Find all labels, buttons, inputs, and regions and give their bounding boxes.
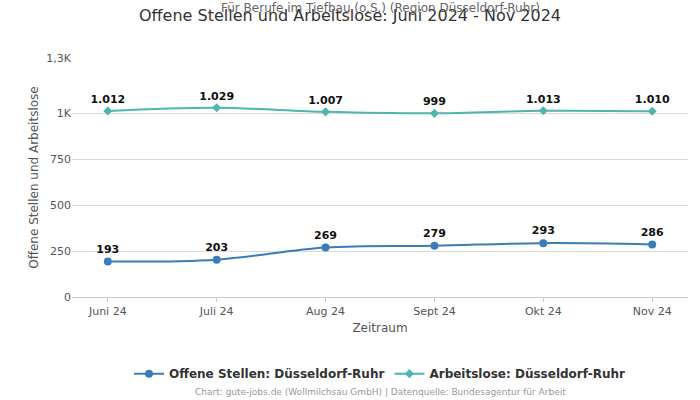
svg-text:1.010: 1.010 xyxy=(635,93,670,106)
svg-text:500: 500 xyxy=(50,199,71,212)
svg-text:Juni 24: Juni 24 xyxy=(88,305,127,318)
svg-text:Offene Stellen und Arbeitslose: Offene Stellen und Arbeitslose: Juni 202… xyxy=(139,6,561,25)
svg-text:293: 293 xyxy=(532,224,555,237)
svg-text:Arbeitslose: Düsseldorf-Ruhr: Arbeitslose: Düsseldorf-Ruhr xyxy=(429,367,625,381)
svg-text:203: 203 xyxy=(205,241,228,254)
svg-text:193: 193 xyxy=(96,243,119,256)
svg-text:Nov 24: Nov 24 xyxy=(633,305,672,318)
svg-text:1K: 1K xyxy=(57,107,72,120)
svg-text:Sept 24: Sept 24 xyxy=(413,305,456,318)
svg-text:Zeitraum: Zeitraum xyxy=(352,321,407,335)
svg-text:279: 279 xyxy=(423,227,446,240)
svg-text:Offene Stellen und Arbeitslose: Offene Stellen und Arbeitslose xyxy=(27,86,41,268)
svg-text:Juli 24: Juli 24 xyxy=(199,305,234,318)
svg-text:Für Berufe im Tiefbau (o.S.) (: Für Berufe im Tiefbau (o.S.) (Region Düs… xyxy=(221,1,540,15)
svg-text:Okt 24: Okt 24 xyxy=(525,305,562,318)
svg-text:269: 269 xyxy=(314,229,337,242)
svg-text:1.012: 1.012 xyxy=(90,93,125,106)
svg-text:Aug 24: Aug 24 xyxy=(306,305,345,318)
svg-text:999: 999 xyxy=(423,95,446,108)
svg-text:250: 250 xyxy=(50,245,71,258)
svg-text:1,3K: 1,3K xyxy=(46,52,71,65)
svg-text:Offene Stellen: Düsseldorf-Ruh: Offene Stellen: Düsseldorf-Ruhr xyxy=(169,367,384,381)
svg-text:750: 750 xyxy=(50,153,71,166)
svg-text:1.007: 1.007 xyxy=(308,94,343,107)
svg-text:1.013: 1.013 xyxy=(526,93,561,106)
svg-text:Chart: gute-jobs.de (Wollmilch: Chart: gute-jobs.de (Wollmilchsau GmbH) … xyxy=(195,387,566,397)
svg-text:0: 0 xyxy=(64,291,71,304)
svg-text:286: 286 xyxy=(641,226,664,239)
svg-text:1.029: 1.029 xyxy=(199,90,234,103)
